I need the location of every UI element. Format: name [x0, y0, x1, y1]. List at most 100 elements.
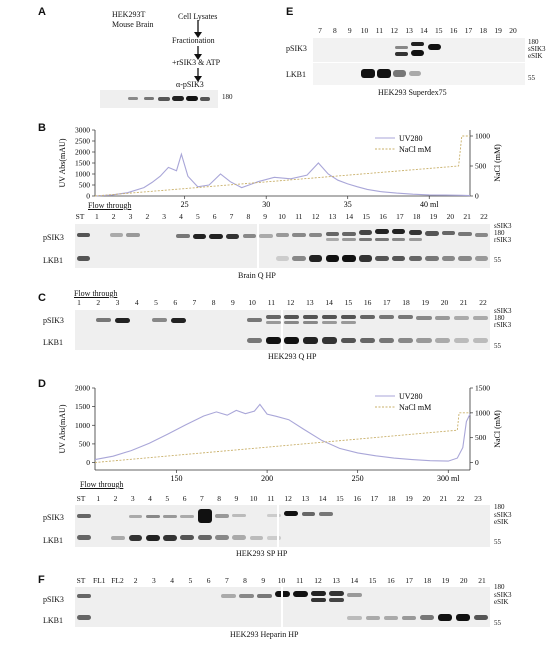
lane-number: 9 — [231, 298, 235, 307]
panel-d-psik3-label: pSIK3 — [43, 513, 64, 522]
band — [408, 256, 422, 261]
band — [475, 233, 489, 237]
lane-number: 20 — [440, 298, 449, 307]
band — [311, 598, 326, 602]
band — [416, 316, 432, 320]
band — [265, 321, 281, 324]
band — [180, 515, 195, 518]
y2-tick-label: 0 — [475, 192, 479, 201]
band — [126, 233, 140, 237]
lane-number: 21 — [463, 212, 471, 221]
x-tick-label: 25 — [181, 200, 189, 209]
flow-fractionation: Fractionation — [172, 36, 215, 45]
band — [441, 256, 456, 261]
lane-number: 16 — [379, 212, 387, 221]
band — [392, 229, 406, 234]
lane-number: 21 — [460, 298, 468, 307]
lane-number: 12 — [284, 494, 292, 503]
band — [242, 234, 256, 238]
band — [361, 69, 375, 78]
legend-label: NaCl mM — [399, 403, 431, 412]
lane-number: 1 — [77, 298, 81, 307]
panel-a-arrows — [194, 20, 202, 82]
lane-number: 15 — [362, 212, 370, 221]
band — [392, 256, 406, 261]
panel-a-letter: A — [38, 6, 46, 18]
band — [114, 318, 130, 323]
lane-number: 2 — [145, 212, 150, 221]
band — [171, 318, 187, 323]
panel-c-marker-55: 55 — [494, 342, 501, 350]
panel-b-lkb1-label: LKB1 — [43, 256, 63, 265]
panel-d-ssik3: sSIK3 — [494, 511, 512, 519]
band — [145, 515, 160, 518]
lane-number: 8 — [246, 212, 251, 221]
band — [200, 97, 210, 101]
band — [342, 232, 356, 236]
band — [303, 315, 319, 319]
panel-c-rsik3: rSIK3 — [494, 321, 512, 329]
panel-d-caption: HEK293 SP HP — [236, 549, 288, 558]
lane-number: 9 — [347, 26, 352, 35]
lane-number: 3 — [162, 212, 167, 221]
lane-number: 16 — [363, 298, 372, 307]
panel-e-psik3-blot — [313, 38, 525, 62]
band — [392, 238, 406, 241]
band — [375, 229, 389, 234]
band — [292, 256, 306, 261]
band — [411, 42, 424, 46]
panel-e-psik3-label: pSIK3 — [286, 44, 307, 53]
panel-b-ssik3: sSIK3 — [494, 222, 512, 230]
lane-number: ST — [76, 576, 86, 585]
y2-axis-label: NaCl (mM) — [493, 144, 502, 182]
x-tick-label: 35 — [344, 200, 352, 209]
panel-f-psik3-label: pSIK3 — [43, 595, 64, 604]
panel-b-chart: 0 500 1000 1500 2000 2500 3000 0 500 1000 25 30 35 40… — [58, 126, 502, 210]
band — [246, 338, 262, 343]
panel-d-esik: eSIK — [494, 518, 509, 526]
lane-number: 3 — [130, 494, 135, 503]
panel-f-ssik3: sSIK3 — [494, 591, 512, 599]
panel-c-lkb1-label: LKB1 — [43, 338, 63, 347]
y2-tick-label: 0 — [475, 458, 479, 467]
y-tick-label: 2000 — [75, 384, 90, 393]
band — [284, 337, 300, 344]
panel-d-lkb1-label: LKB1 — [43, 536, 63, 545]
lane-number: 10 — [277, 576, 286, 585]
band — [425, 256, 439, 261]
band — [249, 536, 264, 540]
band — [408, 230, 422, 235]
lane-number: 1 — [96, 494, 101, 503]
legend-label: NaCl mM — [399, 145, 431, 154]
band — [397, 338, 413, 343]
panel-f-letter: F — [38, 574, 45, 586]
panel-b-caption: Brain Q HP — [238, 271, 276, 280]
band — [76, 535, 91, 540]
band — [419, 615, 435, 620]
lane-number: 7 — [199, 494, 204, 503]
lane-number: 8 — [211, 298, 216, 307]
lane-number: 13 — [301, 494, 310, 503]
lane-number: 14 — [345, 212, 354, 221]
lane-number: 6 — [206, 576, 211, 585]
band — [378, 338, 394, 343]
lane-number: 7 — [318, 26, 322, 35]
panel-b-psik3-label: pSIK3 — [43, 233, 64, 242]
panel-c-ssik3: sSIK3 — [494, 307, 512, 315]
lane-number: 12 — [314, 576, 322, 585]
band — [246, 318, 262, 322]
lane-number: 3 — [115, 298, 120, 307]
band — [163, 515, 178, 518]
lane-number: 2 — [113, 494, 118, 503]
band — [409, 71, 421, 76]
band — [275, 256, 290, 261]
band — [395, 46, 408, 49]
panel-f-marker-180: 180 — [494, 583, 505, 591]
band — [95, 318, 111, 322]
band — [437, 614, 453, 621]
band — [340, 315, 357, 319]
lane-number: 17 — [396, 212, 404, 221]
lane-number: 5 — [165, 494, 170, 503]
band — [176, 234, 190, 238]
y-tick-label: 1000 — [75, 421, 90, 430]
